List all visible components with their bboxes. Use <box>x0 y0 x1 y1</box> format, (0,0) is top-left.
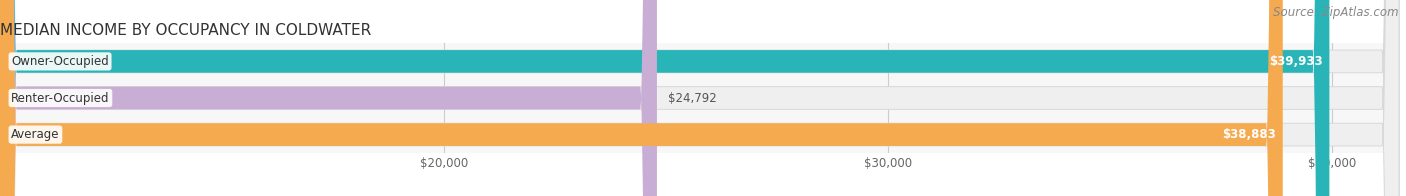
Text: $39,933: $39,933 <box>1268 55 1323 68</box>
Text: $38,883: $38,883 <box>1222 128 1275 141</box>
FancyBboxPatch shape <box>0 0 1330 196</box>
Text: Average: Average <box>11 128 59 141</box>
FancyBboxPatch shape <box>0 0 657 196</box>
Text: Source: ZipAtlas.com: Source: ZipAtlas.com <box>1274 6 1399 19</box>
Text: Owner-Occupied: Owner-Occupied <box>11 55 108 68</box>
FancyBboxPatch shape <box>0 0 1282 196</box>
Text: Renter-Occupied: Renter-Occupied <box>11 92 110 104</box>
Text: $24,792: $24,792 <box>668 92 717 104</box>
Text: MEDIAN INCOME BY OCCUPANCY IN COLDWATER: MEDIAN INCOME BY OCCUPANCY IN COLDWATER <box>0 23 371 38</box>
